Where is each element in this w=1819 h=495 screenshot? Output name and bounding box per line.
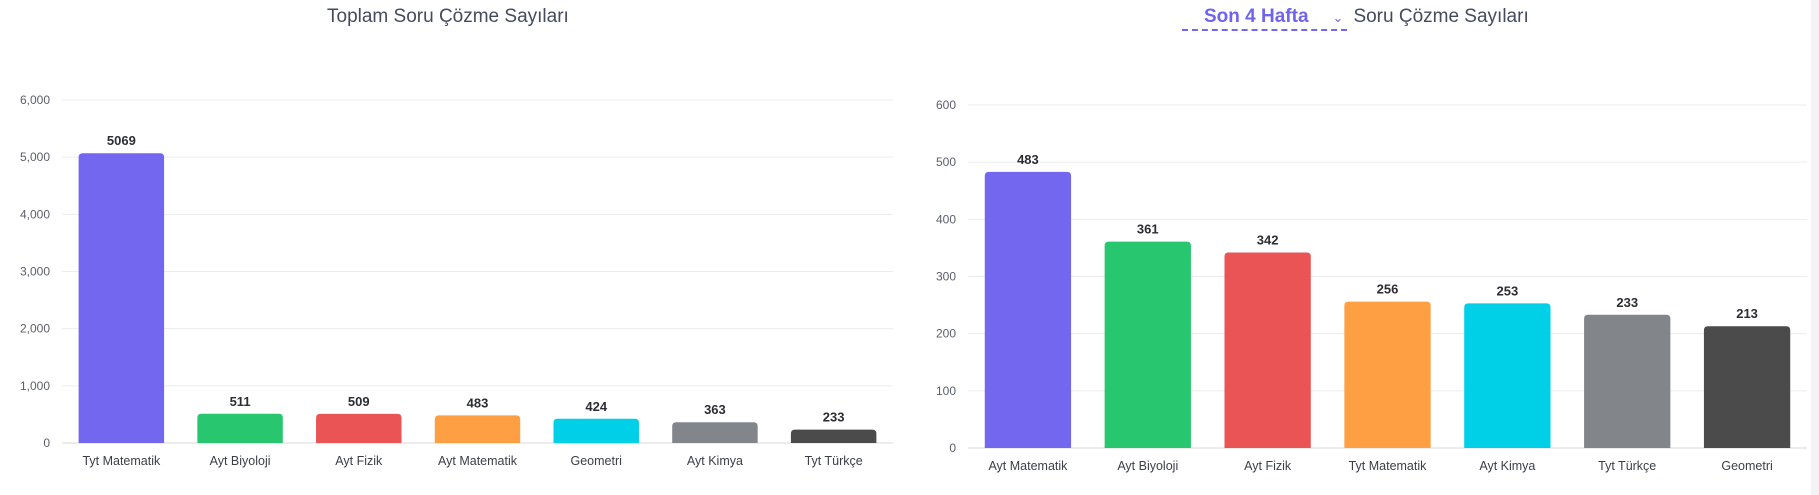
bar[interactable] xyxy=(78,153,165,443)
bar-value-label: 233 xyxy=(1616,295,1638,310)
right-chart-header: Son 4 Hafta ⌄ Soru Çözme Sayıları xyxy=(1182,6,1529,31)
bar[interactable] xyxy=(1104,241,1191,448)
x-tick-label: Ayt Kimya xyxy=(1479,459,1535,473)
time-range-dropdown[interactable]: Son 4 Hafta ⌄ xyxy=(1182,6,1348,31)
bar[interactable] xyxy=(1584,314,1671,448)
y-tick-label: 0 xyxy=(43,436,50,450)
page-scrollbar[interactable] xyxy=(1811,0,1819,495)
x-tick-label: Ayt Matematik xyxy=(438,454,518,468)
x-tick-label: Ayt Fizik xyxy=(1244,459,1292,473)
y-tick-label: 3,000 xyxy=(20,265,50,279)
bar[interactable] xyxy=(197,413,283,443)
bar[interactable] xyxy=(434,415,521,443)
bar-value-label: 253 xyxy=(1497,283,1519,298)
bar[interactable] xyxy=(1464,303,1551,448)
x-tick-label: Ayt Matematik xyxy=(988,459,1068,473)
x-tick-label: Geometri xyxy=(1721,459,1772,473)
bar-value-label: 361 xyxy=(1137,222,1159,237)
bar-value-label: 342 xyxy=(1257,232,1279,247)
right-chart-title: Soru Çözme Sayıları xyxy=(1353,6,1529,27)
x-tick-label: Ayt Fizik xyxy=(335,454,383,468)
bar-value-label: 483 xyxy=(467,395,489,410)
bar-value-label: 424 xyxy=(585,399,607,414)
x-tick-label: Tyt Türkçe xyxy=(1598,459,1656,473)
y-tick-label: 100 xyxy=(936,384,956,398)
y-tick-label: 6,000 xyxy=(20,93,50,107)
bar-value-label: 233 xyxy=(823,410,845,425)
bar-value-label: 511 xyxy=(230,394,251,409)
x-tick-label: Ayt Biyoloji xyxy=(210,454,271,468)
total-solved-bar-chart: 0 1,000 2,000 3,000 4,000 5,000 6,000 5069 Tyt M… xyxy=(20,93,893,468)
bar[interactable] xyxy=(1224,252,1311,448)
y-tick-label: 200 xyxy=(936,327,956,341)
bar[interactable] xyxy=(553,418,639,443)
left-chart-title: Toplam Soru Çözme Sayıları xyxy=(327,6,569,27)
y-tick-label: 500 xyxy=(936,155,956,169)
y-tick-label: 5,000 xyxy=(20,150,50,164)
bar[interactable] xyxy=(1703,326,1791,448)
bar-value-label: 483 xyxy=(1017,152,1039,167)
bar[interactable] xyxy=(1344,301,1431,448)
y-tick-label: 300 xyxy=(936,270,956,284)
x-tick-label: Ayt Kimya xyxy=(687,454,743,468)
bar-value-label: 509 xyxy=(348,394,370,409)
bar[interactable] xyxy=(790,429,877,443)
chevron-down-icon: ⌄ xyxy=(1332,10,1344,25)
bar-value-label: 5069 xyxy=(107,133,136,148)
y-tick-label: 0 xyxy=(949,441,956,455)
x-tick-label: Tyt Türkçe xyxy=(805,454,863,468)
bar-value-label: 213 xyxy=(1736,306,1758,321)
x-tick-label: Tyt Matematik xyxy=(82,454,161,468)
time-range-label: Son 4 Hafta xyxy=(1204,6,1309,27)
bar[interactable] xyxy=(672,422,758,443)
bar[interactable] xyxy=(984,171,1072,448)
x-tick-label: Geometri xyxy=(571,454,622,468)
y-tick-label: 400 xyxy=(936,212,956,226)
x-tick-label: Tyt Matematik xyxy=(1349,459,1428,473)
x-tick-label: Ayt Biyoloji xyxy=(1117,459,1178,473)
y-tick-label: 1,000 xyxy=(20,379,50,393)
period-solved-bar-chart: 0 100 200 300 400 500 600 483 Ayt Matematik 361 Ay… xyxy=(936,98,1807,473)
y-tick-label: 2,000 xyxy=(20,322,50,336)
bar[interactable] xyxy=(316,413,402,443)
bar-value-label: 363 xyxy=(704,402,726,417)
bar-value-label: 256 xyxy=(1377,282,1399,297)
y-tick-label: 4,000 xyxy=(20,207,50,221)
y-tick-label: 600 xyxy=(936,98,956,112)
